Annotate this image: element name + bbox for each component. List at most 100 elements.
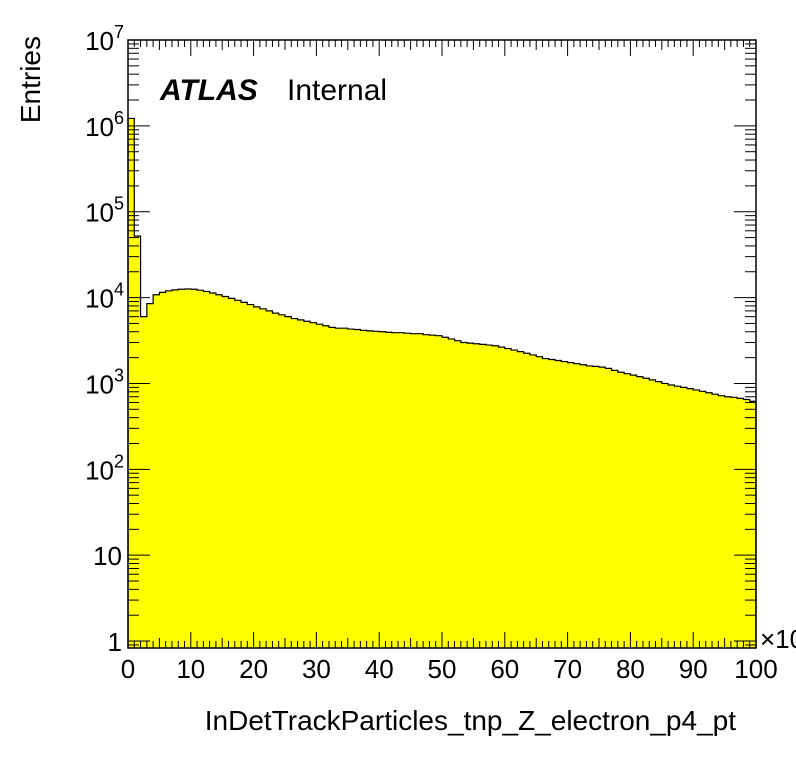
histogram-outline: [127, 117, 757, 648]
x-tick-label: 80: [616, 654, 645, 684]
histogram-bin: [492, 345, 500, 648]
histogram-bin: [171, 289, 179, 648]
x-axis-label: InDetTrackParticles_tnp_Z_electron_p4_pt: [205, 705, 736, 736]
histogram-bin: [580, 364, 588, 648]
histogram-bin: [724, 396, 732, 648]
histogram-bin: [730, 397, 738, 648]
histogram-bin: [203, 291, 211, 648]
histogram-bin: [398, 332, 405, 648]
histogram-bin: [310, 322, 317, 648]
histogram-bin: [529, 354, 537, 648]
histogram-bin: [473, 343, 481, 648]
histogram-bin: [624, 373, 631, 648]
histogram-bin: [454, 340, 462, 648]
histogram-bin: [404, 333, 412, 648]
histogram-bin: [460, 342, 468, 648]
histogram-bin: [642, 378, 650, 648]
histogram-bin: [680, 387, 688, 648]
y-tick-label: 1: [108, 627, 122, 657]
histogram-bin: [479, 344, 487, 648]
histogram-bin: [611, 370, 619, 648]
histogram-bin: [416, 333, 424, 648]
histogram-bin: [184, 288, 192, 648]
histogram-bin: [140, 316, 148, 648]
histogram-bin: [178, 289, 186, 648]
y-tick-label: 106: [85, 108, 124, 142]
histogram-bin: [354, 329, 361, 648]
x-tick-label: 70: [553, 654, 582, 684]
histogram-bin: [435, 335, 443, 648]
histogram-bin: [636, 376, 644, 648]
histogram-bin: [347, 329, 355, 648]
histogram-bin: [661, 383, 669, 648]
histogram-bin: [649, 379, 657, 648]
histogram-bin: [385, 332, 393, 648]
y-axis-label: Entries: [15, 36, 46, 123]
histogram-bin: [159, 292, 167, 648]
histogram-bin: [542, 358, 550, 648]
histogram-bin: [222, 296, 230, 648]
histogram-bin: [272, 313, 280, 648]
histogram-bin: [335, 328, 343, 648]
histogram-bin: [291, 318, 299, 648]
histogram-bin: [573, 363, 581, 648]
histogram-bin: [241, 302, 248, 648]
histogram-bin: [686, 388, 694, 648]
x-tick-label: 20: [239, 654, 268, 684]
histogram-bin: [215, 294, 223, 648]
histogram-bin: [442, 337, 449, 648]
histogram-bin: [448, 338, 456, 648]
histogram-bin: [712, 394, 719, 648]
histogram-bin: [134, 236, 142, 648]
histogram-bin: [247, 304, 255, 648]
histogram-bin: [674, 386, 682, 648]
histogram-bin: [379, 331, 387, 648]
y-tick-label: 107: [85, 22, 124, 56]
histogram-bin: [391, 332, 399, 648]
histogram-bin: [517, 351, 525, 648]
histogram-bin: [498, 347, 506, 648]
histogram-bin: [328, 327, 336, 648]
histogram-bin: [209, 293, 217, 648]
histogram-bin: [555, 360, 562, 648]
y-tick-label: 105: [85, 194, 124, 228]
histogram-bin: [266, 310, 274, 648]
histogram-bin: [705, 392, 713, 648]
histogram-bin: [190, 289, 198, 648]
x-axis-multiplier: ×10³: [760, 624, 796, 654]
histogram-bin: [410, 333, 418, 648]
histogram-bin: [165, 290, 173, 648]
x-tick-label: 0: [121, 654, 135, 684]
histogram-bars: [127, 117, 757, 648]
histogram-bin: [322, 325, 330, 648]
y-tick-label: 103: [85, 365, 124, 399]
histogram-bin: [699, 391, 707, 648]
histogram-bin: [153, 294, 160, 648]
histogram-bin: [630, 375, 638, 648]
histogram-bin: [303, 321, 311, 648]
histogram-bin: [749, 401, 757, 648]
histogram-bin: [586, 365, 594, 648]
histogram-bin: [146, 303, 154, 648]
x-tick-label: 40: [365, 654, 394, 684]
histogram-bin: [259, 308, 267, 648]
axis-tick-labels: 0 10 20 30 40 50 60 70 80 90 100110102103104105106…: [85, 22, 778, 684]
axis-ticks: [127, 39, 757, 648]
histogram-bin: [567, 362, 575, 648]
atlas-label: ATLAS: [159, 74, 258, 107]
histogram-bin: [423, 334, 431, 648]
histogram-bin: [485, 345, 493, 648]
histogram-bin: [467, 343, 474, 648]
histogram-bin: [536, 356, 544, 648]
internal-label: Internal: [287, 74, 387, 107]
histogram-bin: [523, 353, 531, 648]
histogram-bin: [592, 366, 600, 648]
histogram-bin: [548, 359, 556, 648]
histogram-bin: [504, 348, 512, 648]
histogram-bin: [228, 298, 236, 648]
histogram-bin: [655, 381, 663, 648]
histogram-bin: [605, 368, 613, 648]
x-tick-label: 100: [734, 654, 777, 684]
y-tick-label: 10: [93, 541, 122, 571]
